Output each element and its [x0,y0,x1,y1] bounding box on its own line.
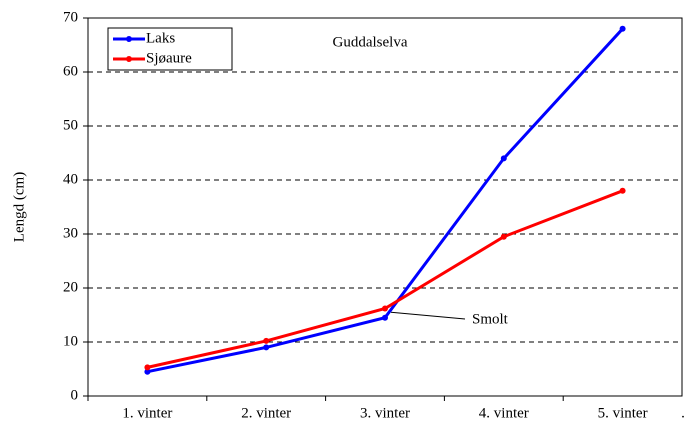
point [619,187,626,194]
y-tick-label: 30 [63,225,78,241]
point [619,25,626,32]
y-tick-label: 20 [63,279,78,295]
chart-title: Guddalselva [333,34,408,50]
y-tick-label: 10 [63,333,78,349]
x-tick-label: 4. vinter [479,405,529,421]
annotation: Smolt [472,311,509,327]
legend-label: Laks [146,30,175,46]
point [500,233,507,240]
legend-marker [126,36,132,42]
annotation-line [390,311,466,320]
point [382,305,388,312]
point [263,337,270,344]
point [382,314,388,321]
y-axis-label: Lengd (cm) [11,172,27,242]
plot-area [87,17,683,397]
point [144,364,151,371]
y-tick-label: 50 [63,117,78,133]
y-tick-label: 70 [63,9,78,25]
legend-label: Sjøaure [146,50,192,66]
x-tick-label: 2. vinter [241,405,291,421]
legend-marker [126,56,132,62]
point [144,368,151,375]
point [500,155,507,162]
legend-box [107,27,233,71]
x-axis-end-text: . [681,405,685,421]
y-tick-label: 60 [63,63,78,79]
x-tick-label: 3. vinter [360,405,410,421]
point [263,344,270,351]
y-tick-label: 0 [71,387,79,403]
y-tick-label: 40 [63,171,78,187]
x-tick-label: 1. vinter [122,405,172,421]
x-tick-label: 5. vinter [598,405,648,421]
